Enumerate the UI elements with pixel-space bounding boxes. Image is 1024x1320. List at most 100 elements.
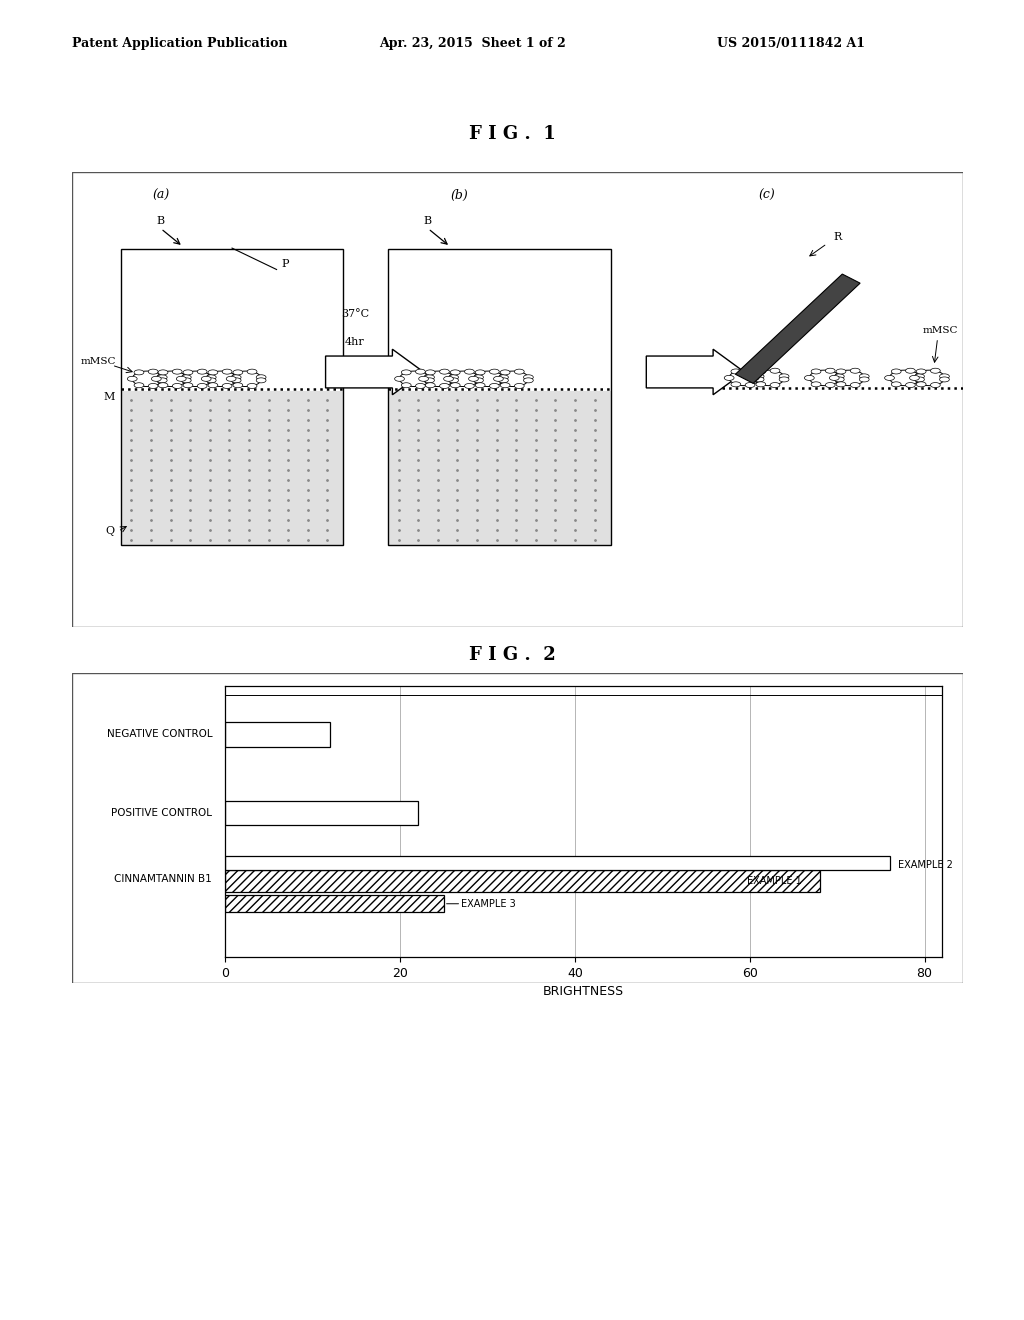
Circle shape: [811, 381, 821, 387]
Circle shape: [451, 383, 460, 388]
Circle shape: [222, 370, 232, 374]
Circle shape: [465, 384, 474, 388]
Text: 4hr: 4hr: [345, 337, 365, 347]
Circle shape: [731, 370, 740, 374]
Bar: [225, 801, 418, 825]
Circle shape: [247, 384, 257, 388]
Text: POSITIVE CONTROL: POSITIVE CONTROL: [112, 808, 212, 818]
Circle shape: [399, 371, 430, 387]
Circle shape: [729, 370, 760, 385]
Circle shape: [231, 375, 241, 380]
Circle shape: [473, 371, 504, 387]
Circle shape: [829, 375, 840, 380]
Circle shape: [916, 381, 926, 387]
Circle shape: [850, 383, 860, 388]
Circle shape: [914, 378, 925, 381]
Circle shape: [914, 370, 945, 385]
Bar: [225, 870, 819, 891]
Circle shape: [206, 371, 237, 387]
Circle shape: [208, 370, 218, 375]
Circle shape: [127, 376, 137, 381]
Circle shape: [835, 378, 844, 381]
Circle shape: [756, 370, 766, 374]
FancyArrow shape: [326, 350, 424, 395]
Circle shape: [489, 384, 500, 388]
Circle shape: [905, 383, 915, 388]
Circle shape: [233, 383, 243, 388]
Circle shape: [905, 368, 915, 374]
Circle shape: [514, 384, 524, 388]
Circle shape: [501, 383, 510, 388]
Text: (a): (a): [153, 189, 169, 202]
Circle shape: [770, 368, 780, 374]
Circle shape: [891, 370, 901, 374]
Circle shape: [172, 384, 182, 388]
Circle shape: [859, 378, 869, 381]
Polygon shape: [735, 275, 860, 383]
Text: F I G .  2: F I G . 2: [469, 645, 555, 664]
Circle shape: [416, 370, 425, 374]
Circle shape: [465, 370, 474, 374]
Bar: [121, 391, 343, 545]
Circle shape: [176, 376, 186, 381]
Text: US 2015/0111842 A1: US 2015/0111842 A1: [717, 37, 865, 50]
FancyArrow shape: [646, 350, 744, 395]
Circle shape: [489, 370, 500, 374]
Circle shape: [401, 370, 412, 375]
Circle shape: [134, 370, 144, 375]
Circle shape: [449, 375, 459, 380]
Circle shape: [474, 378, 483, 383]
Circle shape: [401, 383, 412, 388]
Circle shape: [931, 368, 940, 374]
Circle shape: [424, 371, 454, 387]
Circle shape: [745, 383, 755, 388]
Circle shape: [825, 383, 836, 388]
Text: Patent Application Publication: Patent Application Publication: [72, 37, 287, 50]
Circle shape: [731, 381, 740, 387]
Bar: [225, 722, 330, 747]
Circle shape: [148, 384, 158, 388]
Circle shape: [724, 375, 734, 380]
Bar: [121, 249, 343, 545]
Circle shape: [208, 383, 218, 388]
Circle shape: [499, 371, 528, 387]
Circle shape: [779, 374, 788, 379]
Circle shape: [499, 375, 508, 380]
Text: B: B: [157, 216, 165, 226]
Circle shape: [158, 378, 167, 383]
Circle shape: [805, 375, 814, 380]
Circle shape: [233, 370, 243, 375]
Circle shape: [256, 375, 266, 380]
Circle shape: [890, 370, 920, 385]
Text: NEGATIVE CONTROL: NEGATIVE CONTROL: [106, 730, 212, 739]
Circle shape: [202, 376, 211, 381]
Circle shape: [755, 378, 764, 381]
Circle shape: [425, 370, 435, 375]
Circle shape: [750, 375, 759, 380]
Circle shape: [914, 374, 925, 379]
Circle shape: [157, 371, 186, 387]
Text: M: M: [103, 392, 115, 403]
Circle shape: [181, 375, 191, 380]
Text: (b): (b): [451, 189, 468, 202]
Bar: [388, 391, 610, 545]
Circle shape: [148, 370, 158, 374]
Circle shape: [247, 370, 257, 374]
Circle shape: [183, 383, 193, 388]
Circle shape: [523, 378, 534, 383]
Circle shape: [501, 370, 510, 375]
X-axis label: BRIGHTNESS: BRIGHTNESS: [543, 985, 625, 998]
Circle shape: [198, 370, 207, 374]
Circle shape: [835, 370, 864, 385]
Circle shape: [158, 383, 168, 388]
Text: Q: Q: [105, 525, 115, 536]
Circle shape: [183, 370, 193, 375]
Circle shape: [451, 370, 460, 375]
Text: EXAMPLE 2: EXAMPLE 2: [898, 859, 953, 870]
Circle shape: [940, 374, 949, 379]
Text: Apr. 23, 2015  Sheet 1 of 2: Apr. 23, 2015 Sheet 1 of 2: [379, 37, 565, 50]
Circle shape: [181, 371, 212, 387]
Bar: [225, 857, 890, 870]
Circle shape: [231, 378, 241, 383]
Text: P: P: [281, 259, 289, 269]
